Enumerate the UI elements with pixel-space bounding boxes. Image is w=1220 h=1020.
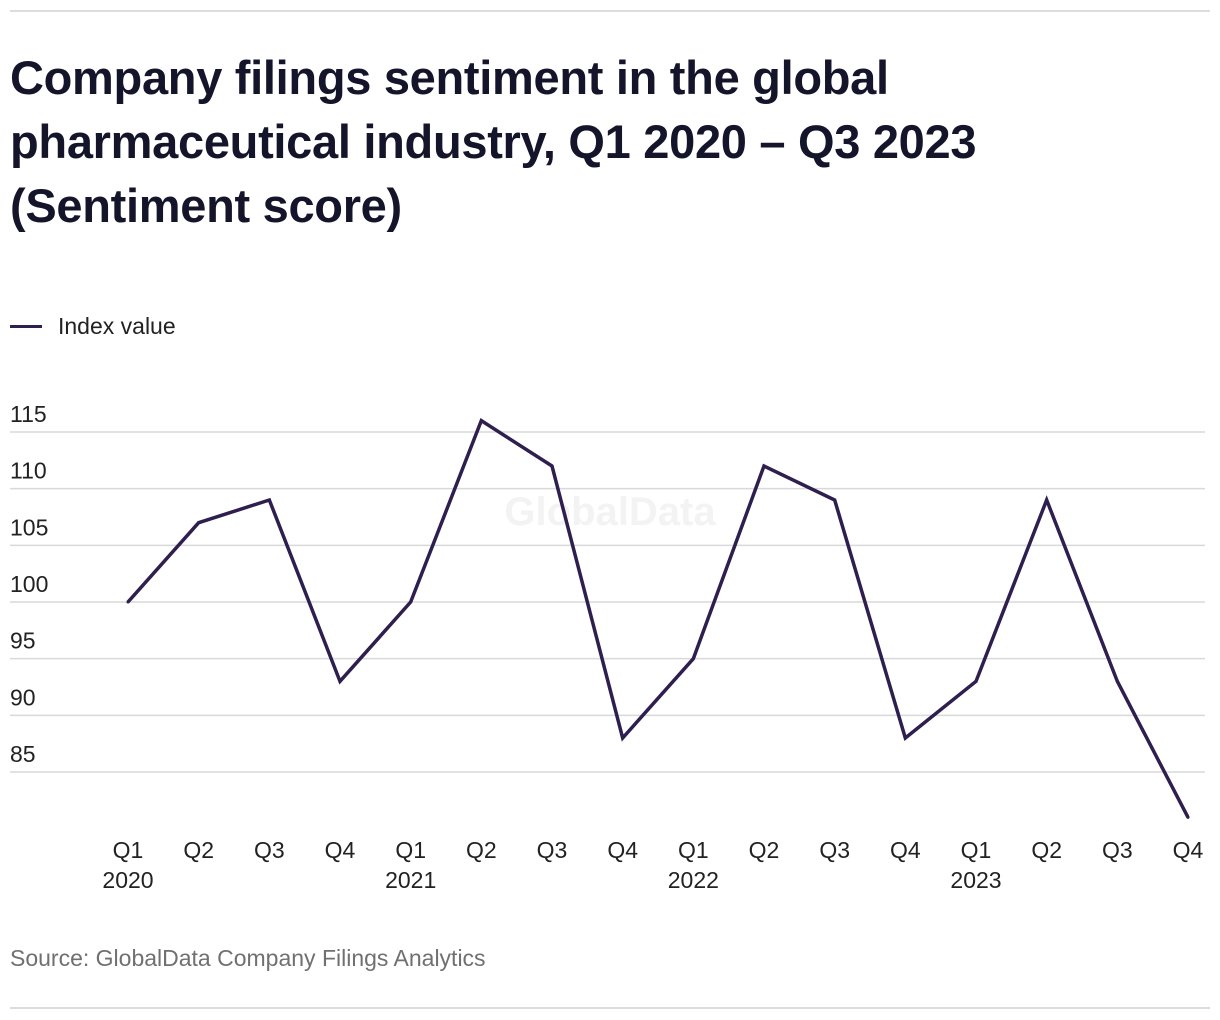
data-point bbox=[338, 679, 342, 683]
source-note: Source: GlobalData Company Filings Analy… bbox=[10, 945, 486, 971]
data-point bbox=[903, 736, 907, 740]
y-tick-label: 85 bbox=[10, 741, 36, 767]
x-tick-label: Q4 bbox=[607, 837, 638, 863]
data-point bbox=[550, 464, 554, 468]
data-point bbox=[126, 600, 130, 604]
legend: Index value bbox=[10, 312, 176, 340]
y-axis-tick-labels: 85 90 95 100 105 110 115 bbox=[10, 401, 48, 767]
data-point bbox=[267, 498, 271, 502]
x-tick-label: Q2 bbox=[183, 837, 214, 863]
data-point bbox=[762, 464, 766, 468]
legend-line-swatch bbox=[10, 324, 42, 328]
series-layer bbox=[126, 418, 1190, 819]
y-tick-label: 95 bbox=[10, 628, 36, 654]
x-tick-year-label: 2020 bbox=[102, 867, 153, 893]
x-axis-tick-labels: Q1 2020 Q2 Q3 Q4 Q1 2021 Q2 Q3 Q4 Q1 2022 Q2 Q3 Q4 Q1 20… bbox=[102, 837, 1203, 893]
y-tick-label: 105 bbox=[10, 514, 48, 540]
data-point bbox=[479, 419, 483, 423]
series-line-index-value bbox=[126, 418, 1190, 819]
data-point bbox=[621, 736, 625, 740]
data-point bbox=[833, 498, 837, 502]
y-tick-label: 100 bbox=[10, 571, 48, 597]
data-point bbox=[1045, 498, 1049, 502]
x-tick-label: Q2 bbox=[749, 837, 780, 863]
x-tick-year-label: 2023 bbox=[950, 867, 1001, 893]
x-tick-label: Q4 bbox=[325, 837, 356, 863]
x-tick-label: Q1 bbox=[678, 837, 709, 863]
data-point bbox=[1115, 679, 1119, 683]
x-tick-label: Q3 bbox=[254, 837, 285, 863]
x-tick-label: Q2 bbox=[1031, 837, 1062, 863]
x-tick-label: Q4 bbox=[890, 837, 921, 863]
line-chart: 85 90 95 100 105 110 115 GlobalData Q1 2020 Q2 Q3… bbox=[10, 401, 1205, 893]
data-point bbox=[691, 657, 695, 661]
x-tick-label: Q3 bbox=[1102, 837, 1133, 863]
x-tick-label: Q4 bbox=[1173, 837, 1204, 863]
gridlines bbox=[10, 431, 1205, 773]
top-rule bbox=[10, 10, 1210, 12]
x-tick-label: Q1 bbox=[961, 837, 992, 863]
x-tick-label: Q3 bbox=[537, 837, 568, 863]
x-tick-year-label: 2022 bbox=[668, 867, 719, 893]
bottom-rule bbox=[10, 1007, 1210, 1009]
y-tick-label: 90 bbox=[10, 684, 36, 710]
chart-title: Company filings sentiment in the global … bbox=[10, 51, 977, 232]
x-tick-label: Q3 bbox=[819, 837, 850, 863]
y-tick-label: 115 bbox=[10, 401, 47, 427]
x-tick-year-label: 2021 bbox=[385, 867, 436, 893]
y-tick-label: 110 bbox=[10, 458, 47, 484]
watermark: GlobalData bbox=[504, 490, 716, 534]
x-tick-label: Q1 bbox=[395, 837, 426, 863]
data-point bbox=[1186, 815, 1190, 819]
data-point bbox=[197, 521, 201, 525]
x-tick-label: Q1 bbox=[113, 837, 144, 863]
x-tick-label: Q2 bbox=[466, 837, 497, 863]
data-point bbox=[409, 600, 413, 604]
data-point bbox=[974, 679, 978, 683]
legend-label: Index value bbox=[58, 312, 176, 339]
